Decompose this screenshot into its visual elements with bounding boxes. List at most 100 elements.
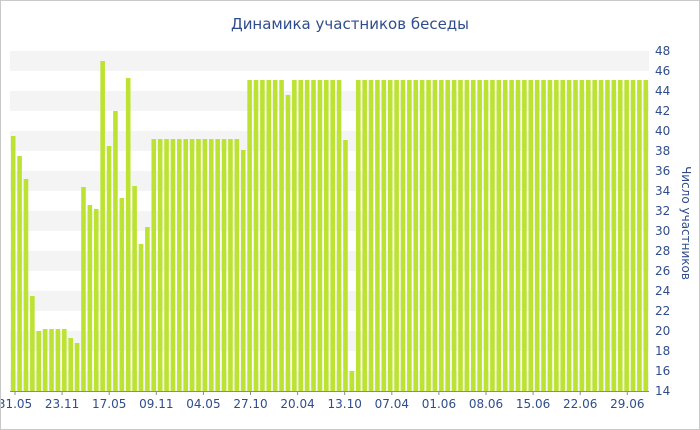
x-tick-label: 07.04 xyxy=(375,397,409,411)
bar xyxy=(362,80,367,391)
bar xyxy=(330,80,335,391)
bar xyxy=(62,329,67,391)
x-axis-ticks: 31.05 23.11 17.05 09.11 04.05 27.10 20.04 13.10… xyxy=(1,391,644,411)
y-tick-label: 34 xyxy=(655,184,670,198)
grid-band xyxy=(10,51,649,71)
bar xyxy=(464,80,470,391)
bar xyxy=(643,80,649,391)
bar xyxy=(439,80,444,391)
bar xyxy=(458,80,463,391)
grid-band xyxy=(10,331,649,351)
bar xyxy=(151,139,157,391)
y-tick-label: 22 xyxy=(655,304,670,318)
bar xyxy=(349,371,355,391)
bar xyxy=(496,80,502,391)
y-tick-label: 32 xyxy=(655,204,670,218)
bar xyxy=(202,139,208,391)
bar xyxy=(55,329,61,391)
bar xyxy=(547,80,553,391)
bar xyxy=(228,139,233,391)
bar xyxy=(585,80,591,391)
bar xyxy=(355,80,361,391)
y-tick-label: 24 xyxy=(655,284,670,298)
bar xyxy=(68,338,73,391)
bar xyxy=(573,80,578,391)
y-tick-label: 18 xyxy=(655,344,670,358)
bar xyxy=(522,80,527,391)
y-tick-label: 38 xyxy=(655,144,670,158)
bar xyxy=(528,80,534,391)
bar xyxy=(426,80,431,391)
bar xyxy=(100,61,105,391)
bar xyxy=(611,80,617,391)
y-tick-label: 16 xyxy=(655,364,670,378)
bar xyxy=(515,80,521,391)
bar xyxy=(554,80,559,391)
x-tick-label: 20.04 xyxy=(280,397,314,411)
y-tick-label: 30 xyxy=(655,224,670,238)
bar xyxy=(368,80,374,391)
bar xyxy=(260,80,265,391)
bar xyxy=(125,78,131,391)
bar xyxy=(490,80,495,391)
bar xyxy=(234,139,240,391)
bar xyxy=(605,80,610,391)
y-tick-label: 36 xyxy=(655,164,670,178)
bar xyxy=(164,139,169,391)
bar xyxy=(502,80,508,391)
bar xyxy=(451,80,457,391)
y-tick-label: 28 xyxy=(655,244,670,258)
y-tick-label: 42 xyxy=(655,104,670,118)
bar xyxy=(247,80,252,391)
bar xyxy=(49,329,54,391)
bar xyxy=(196,139,201,391)
y-tick-label: 26 xyxy=(655,264,670,278)
bar xyxy=(630,80,636,391)
grid-band xyxy=(10,371,649,391)
x-tick-label: 27.10 xyxy=(233,397,267,411)
bar xyxy=(30,296,35,391)
bar xyxy=(119,198,125,391)
bar xyxy=(138,244,144,391)
y-tick-label: 40 xyxy=(655,124,670,138)
bar xyxy=(221,139,227,391)
bar xyxy=(470,80,476,391)
bar xyxy=(23,179,29,391)
grid-band xyxy=(10,251,649,271)
x-tick-label: 17.05 xyxy=(92,397,126,411)
x-tick-label: 13.10 xyxy=(328,397,362,411)
grid-band xyxy=(10,291,649,311)
bar xyxy=(560,80,566,391)
bar xyxy=(177,139,182,391)
bar xyxy=(483,80,489,391)
bar xyxy=(617,80,623,391)
bar xyxy=(387,80,393,391)
bar xyxy=(183,139,189,391)
bar xyxy=(566,80,572,391)
bar xyxy=(87,205,93,391)
bar xyxy=(304,80,310,391)
bar xyxy=(534,80,540,391)
bar xyxy=(157,139,163,391)
bar xyxy=(145,227,150,391)
bar xyxy=(394,80,399,391)
y-axis-ticks: 14 16 18 20 22 24 26 28 30 32 34 36 38 40 42 44 46 48 xyxy=(655,44,670,398)
bar xyxy=(74,343,80,391)
bar xyxy=(17,156,22,391)
bar xyxy=(336,80,342,391)
bar xyxy=(311,80,316,391)
x-tick-label: 31.05 xyxy=(1,397,32,411)
bar xyxy=(324,80,329,391)
bar xyxy=(343,140,348,391)
bar xyxy=(285,95,291,391)
bar xyxy=(292,80,297,391)
bar xyxy=(240,150,246,391)
x-tick-label: 01.06 xyxy=(422,397,456,411)
bar xyxy=(189,139,195,391)
bars-group xyxy=(10,61,649,391)
x-tick-label: 22.06 xyxy=(563,397,597,411)
bar xyxy=(624,80,629,391)
bar xyxy=(272,80,278,391)
